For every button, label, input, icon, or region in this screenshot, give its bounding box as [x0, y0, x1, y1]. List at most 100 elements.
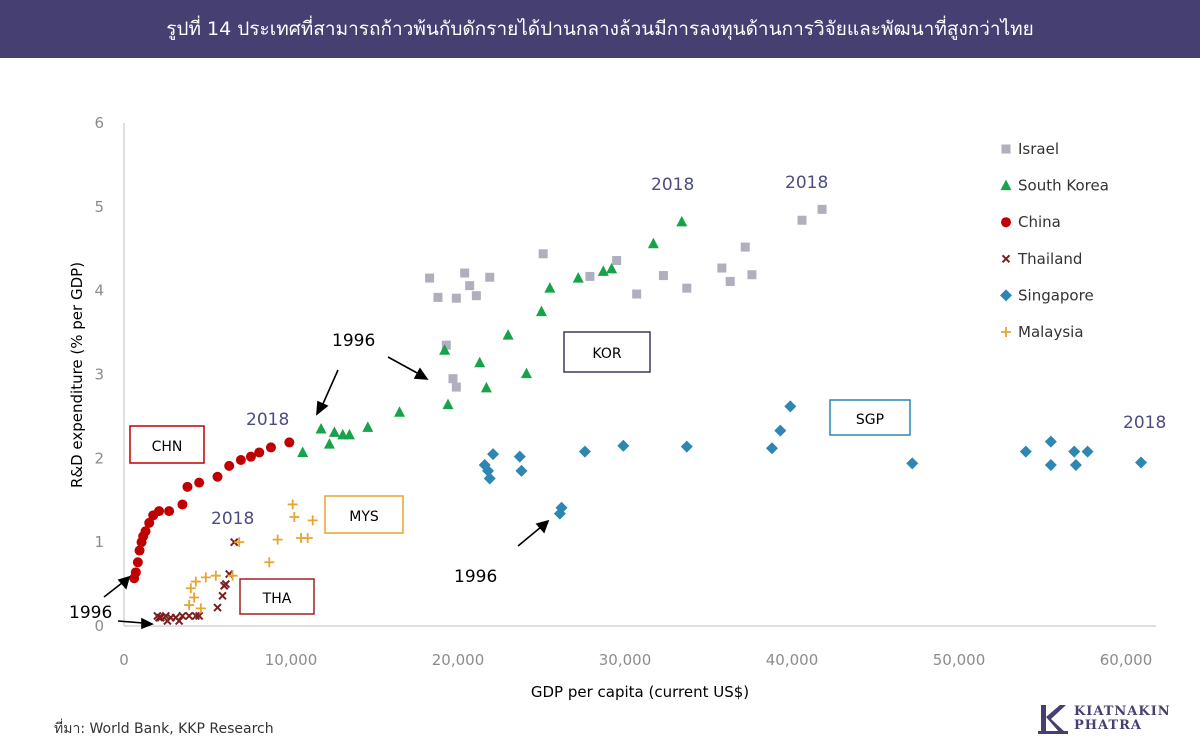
- country-box-kor: KOR: [563, 331, 651, 373]
- x-axis-label: GDP per capita (current US$): [531, 683, 749, 701]
- arrow-thailand: [117, 620, 144, 624]
- country-box-sgp: SGP: [829, 399, 911, 436]
- country-box-tha-label: THA: [262, 591, 292, 607]
- israel-point: [451, 293, 461, 303]
- israel-point: [725, 276, 735, 286]
- china-point: [245, 451, 256, 462]
- title-bar: รูปที่ 14 ประเทศที่สามารถก้าวพ้นกับดักรา…: [0, 0, 1200, 58]
- malaysia-point: [227, 570, 238, 581]
- y-tick-label: 6: [94, 114, 104, 132]
- israel-point: [717, 263, 727, 273]
- thailand-point: [213, 603, 222, 612]
- brand-logo: KIATNAKIN PHATRA: [1038, 703, 1171, 735]
- arrow-china-head: [117, 575, 131, 590]
- singapore-point: [1069, 459, 1082, 472]
- israel-point: [682, 283, 692, 293]
- south-korea-point: [442, 398, 454, 410]
- south-korea-point: [328, 426, 340, 437]
- y-tick-label: 3: [94, 366, 104, 384]
- thailand-point: [174, 616, 184, 626]
- china-point: [132, 557, 143, 568]
- malaysia-point: [302, 532, 313, 543]
- legend-label-south-korea: South Korea: [1018, 177, 1109, 195]
- singapore-point: [478, 459, 491, 472]
- x-tick-label: 10,000: [265, 651, 318, 669]
- israel-point: [471, 291, 481, 301]
- country-box-sgp-label: SGP: [856, 412, 884, 428]
- singapore-point: [515, 464, 528, 477]
- israel-point: [740, 242, 750, 252]
- x-tick-label: 0: [119, 651, 129, 669]
- country-box-chn: CHN: [129, 425, 205, 464]
- south-korea-point: [394, 406, 406, 417]
- singapore-point: [578, 445, 591, 458]
- israel-point: [817, 204, 827, 214]
- y-tick-label: 0: [94, 617, 104, 635]
- china-point: [182, 481, 193, 492]
- arrow-china: [103, 582, 123, 598]
- arrow-korea-head: [316, 400, 329, 416]
- legend-label-thailand: Thailand: [1017, 250, 1082, 268]
- singapore-point: [617, 439, 630, 452]
- singapore-point: [483, 472, 496, 485]
- logo-mark-icon: [1038, 705, 1068, 734]
- israel-point: [425, 273, 435, 283]
- south-korea-point: [474, 356, 486, 368]
- legend: Israel South Korea China Thailand Singapore M…: [1000, 140, 1109, 341]
- x-tick-label: 60,000: [1100, 651, 1153, 669]
- china-point: [224, 460, 235, 471]
- singapore-point: [487, 448, 500, 461]
- israel-point: [451, 382, 461, 392]
- country-box-chn-label: CHN: [152, 439, 183, 455]
- arrow-israel: [387, 356, 420, 375]
- south-korea-point: [572, 272, 584, 283]
- arrow-israel-head: [413, 367, 429, 380]
- singapore-point: [1135, 456, 1148, 469]
- singapore-point: [1081, 445, 1094, 458]
- malaysia-point: [234, 537, 245, 548]
- israel-point: [465, 281, 475, 291]
- y-axis-label: R&D expenditure (% per GDP): [68, 262, 86, 488]
- singapore-point: [1044, 435, 1057, 448]
- tick-labels: 0 10,000 20,000 30,000 40,000 50,000 60,000 0 1 2…: [94, 114, 1152, 669]
- source-note: ที่มา: World Bank, KKP Research: [54, 721, 274, 737]
- south-korea-point: [297, 446, 309, 457]
- year-label-thailand: 2018: [211, 509, 254, 529]
- malaysia-point: [190, 576, 201, 587]
- israel-point: [632, 289, 642, 299]
- malaysia-point: [289, 512, 300, 523]
- country-box-kor-label: KOR: [592, 346, 621, 362]
- israel-point: [538, 249, 548, 259]
- china-point: [144, 517, 155, 528]
- year-label-china: 2018: [246, 410, 289, 430]
- x-tick-label: 40,000: [766, 651, 819, 669]
- singapore-point: [765, 442, 778, 455]
- china-point: [284, 437, 295, 448]
- israel-point: [441, 340, 451, 350]
- thailand-point: [194, 611, 204, 621]
- arrow-korea: [321, 369, 339, 407]
- china-point: [164, 506, 175, 517]
- logo-line-2: PHATRA: [1074, 718, 1142, 733]
- south-korea-point: [544, 282, 556, 293]
- legend-label-malaysia: Malaysia: [1018, 323, 1084, 341]
- china-point: [140, 526, 151, 537]
- israel-point: [460, 268, 470, 278]
- year-label-korea: 2018: [651, 175, 694, 195]
- thailand-point: [221, 579, 231, 589]
- malaysia-point: [210, 570, 221, 581]
- malaysia-point: [200, 572, 211, 583]
- south-korea-point: [520, 367, 532, 379]
- year-label-singapore: 2018: [1123, 413, 1166, 433]
- israel-point: [747, 270, 757, 280]
- singapore-point: [1019, 445, 1032, 458]
- logo-line-1: KIATNAKIN: [1074, 704, 1171, 719]
- south-korea-point: [480, 381, 492, 393]
- south-korea-point: [343, 428, 355, 440]
- malaysia-point: [184, 600, 195, 611]
- malaysia-point: [264, 557, 275, 568]
- legend-marker-singapore: [1000, 289, 1012, 302]
- legend-marker-malaysia: [1001, 327, 1011, 337]
- arrow-singapore-head: [535, 519, 550, 534]
- china-point: [130, 567, 141, 578]
